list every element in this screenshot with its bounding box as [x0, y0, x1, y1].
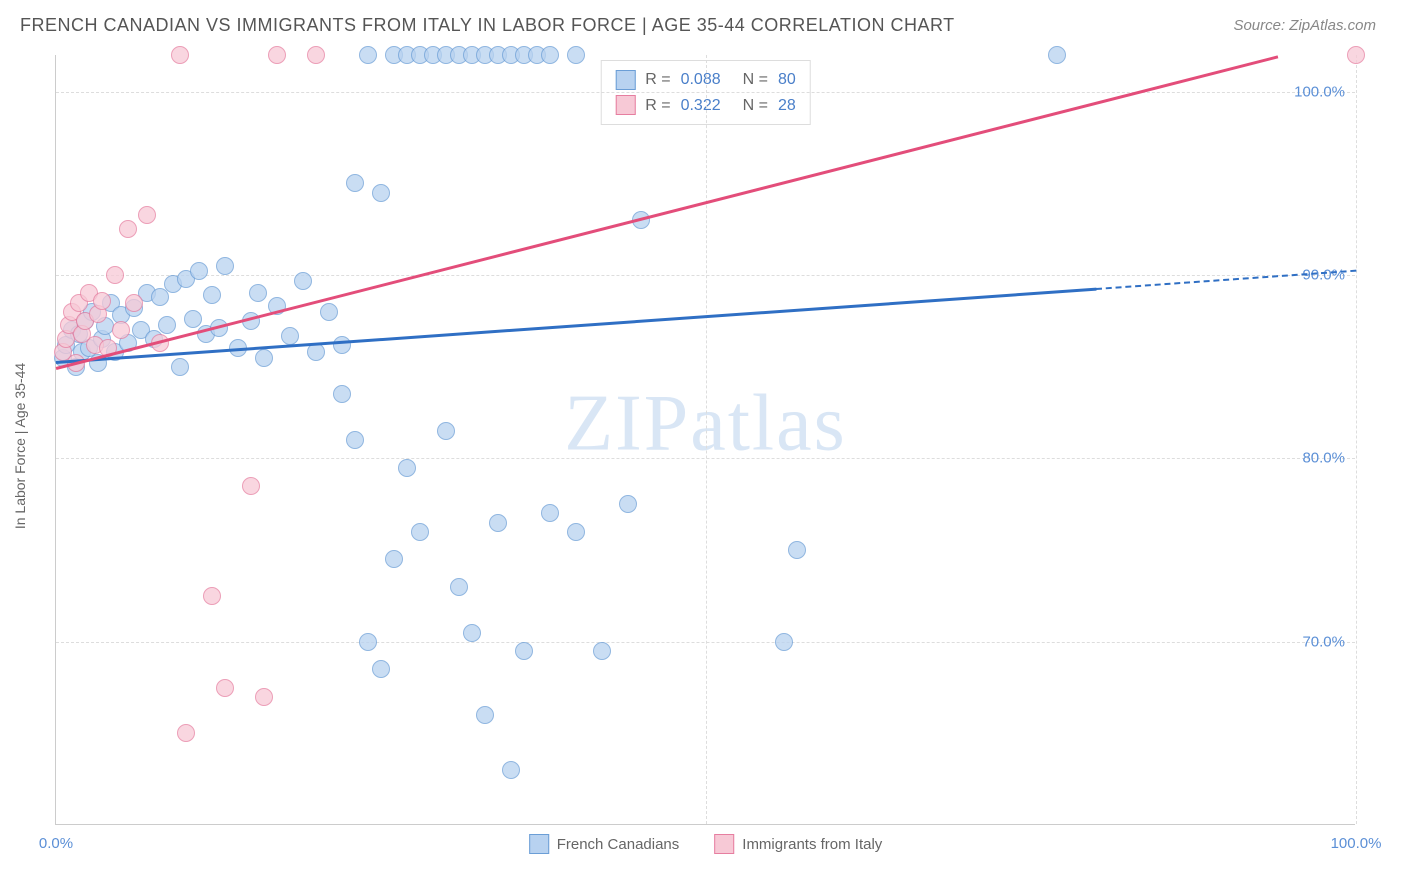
source-attribution: Source: ZipAtlas.com: [1233, 17, 1376, 34]
scatter-point-a: [385, 550, 403, 568]
scatter-point-a: [619, 495, 637, 513]
legend-item: Immigrants from Italy: [714, 834, 882, 854]
gridline-v: [706, 55, 707, 824]
scatter-point-a: [541, 504, 559, 522]
scatter-point-a: [476, 706, 494, 724]
scatter-point-a: [515, 642, 533, 660]
legend-swatch: [615, 70, 635, 90]
scatter-point-a: [372, 660, 390, 678]
scatter-point-b: [255, 688, 273, 706]
legend-n-value: 28: [778, 93, 796, 119]
scatter-point-a: [502, 761, 520, 779]
legend-swatch: [529, 834, 549, 854]
scatter-point-a: [541, 46, 559, 64]
y-axis-label: In Labor Force | Age 35-44: [12, 363, 28, 529]
scatter-point-a: [255, 349, 273, 367]
scatter-point-a: [249, 284, 267, 302]
scatter-point-a: [359, 46, 377, 64]
scatter-point-b: [138, 206, 156, 224]
scatter-point-a: [593, 642, 611, 660]
scatter-point-a: [216, 257, 234, 275]
chart-title: FRENCH CANADIAN VS IMMIGRANTS FROM ITALY…: [20, 15, 955, 36]
y-tick-label: 80.0%: [1302, 450, 1345, 467]
y-tick-label: 70.0%: [1302, 633, 1345, 650]
scatter-point-a: [320, 303, 338, 321]
legend-swatch: [714, 834, 734, 854]
scatter-point-a: [294, 272, 312, 290]
scatter-point-b: [119, 220, 137, 238]
scatter-point-a: [775, 633, 793, 651]
scatter-point-a: [184, 310, 202, 328]
x-tick-label: 100.0%: [1331, 835, 1382, 852]
legend-label: Immigrants from Italy: [742, 836, 882, 853]
scatter-point-b: [177, 724, 195, 742]
scatter-point-b: [1347, 46, 1365, 64]
scatter-point-a: [372, 184, 390, 202]
legend-n-label: N =: [743, 67, 768, 93]
legend-label: French Canadians: [557, 836, 680, 853]
scatter-point-a: [190, 262, 208, 280]
scatter-point-a: [281, 327, 299, 345]
scatter-point-a: [411, 523, 429, 541]
scatter-point-b: [112, 321, 130, 339]
scatter-point-b: [268, 46, 286, 64]
scatter-point-b: [203, 587, 221, 605]
scatter-point-a: [788, 541, 806, 559]
scatter-point-b: [307, 46, 325, 64]
scatter-point-a: [463, 624, 481, 642]
legend-item: French Canadians: [529, 834, 680, 854]
scatter-point-a: [333, 336, 351, 354]
scatter-chart: ZIPatlas R =0.088N =80R =0.322N =28 Fren…: [55, 55, 1355, 825]
legend-r-value: 0.088: [681, 67, 721, 93]
scatter-point-b: [216, 679, 234, 697]
scatter-point-b: [171, 46, 189, 64]
legend-n-label: N =: [743, 93, 768, 119]
scatter-point-a: [567, 46, 585, 64]
scatter-point-a: [359, 633, 377, 651]
scatter-point-a: [203, 286, 221, 304]
scatter-point-a: [346, 431, 364, 449]
y-tick-label: 100.0%: [1294, 83, 1345, 100]
scatter-point-b: [106, 266, 124, 284]
scatter-point-a: [346, 174, 364, 192]
scatter-point-a: [171, 358, 189, 376]
series-legend: French Canadians Immigrants from Italy: [529, 834, 883, 854]
scatter-point-a: [450, 578, 468, 596]
gridline-v: [1356, 55, 1357, 824]
scatter-point-b: [242, 477, 260, 495]
scatter-point-a: [567, 523, 585, 541]
scatter-point-a: [158, 316, 176, 334]
scatter-point-a: [398, 459, 416, 477]
scatter-point-a: [437, 422, 455, 440]
scatter-point-a: [307, 343, 325, 361]
scatter-point-b: [93, 292, 111, 310]
scatter-point-a: [333, 385, 351, 403]
x-tick-label: 0.0%: [39, 835, 73, 852]
legend-swatch: [615, 95, 635, 115]
legend-r-label: R =: [645, 67, 670, 93]
legend-n-value: 80: [778, 67, 796, 93]
scatter-point-a: [489, 514, 507, 532]
legend-r-label: R =: [645, 93, 670, 119]
legend-r-value: 0.322: [681, 93, 721, 119]
scatter-point-a: [1048, 46, 1066, 64]
scatter-point-b: [125, 294, 143, 312]
